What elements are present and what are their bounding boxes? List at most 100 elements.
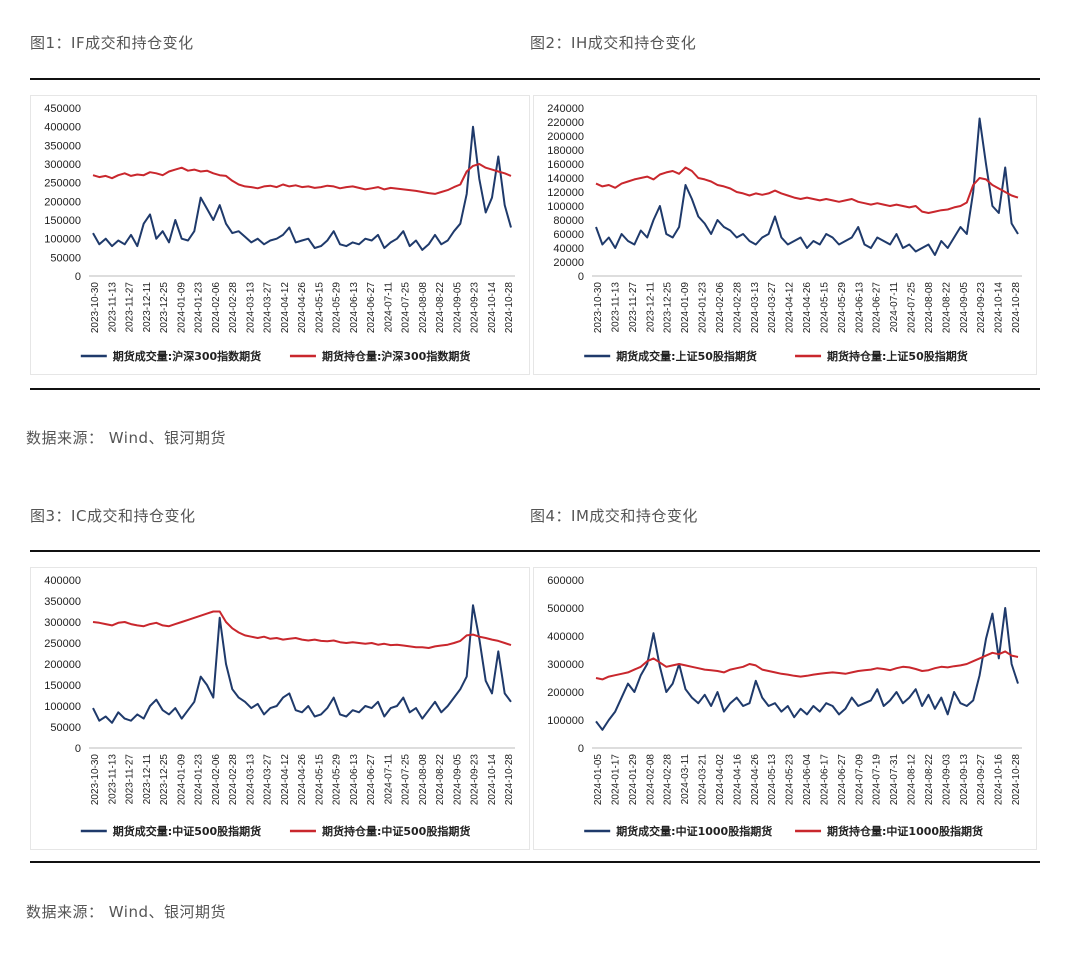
- legend-volume-label: 期货成交量:中证500股指期货: [113, 824, 261, 838]
- legend-oi-label: 期货持仓量:沪深300指数期货: [322, 349, 470, 363]
- y-tick-label: 250000: [44, 638, 81, 650]
- legend-oi-label: 期货持仓量:上证50股指期货: [827, 349, 968, 363]
- x-tick-label: 2024-04-02: [715, 754, 726, 806]
- x-tick-label: 2024-02-06: [211, 754, 222, 806]
- x-tick-label: 2024-07-11: [383, 754, 394, 805]
- y-tick-label: 300000: [547, 659, 584, 671]
- y-tick-label: 200000: [44, 196, 81, 208]
- y-tick-label: 350000: [44, 140, 81, 152]
- x-tick-label: 2024-10-16: [994, 754, 1005, 806]
- x-tick-label: 2024-05-29: [332, 754, 343, 806]
- x-tick-label: 2024-09-23: [470, 754, 481, 806]
- chart-ih-svg: 0 20000 40000 60000 80000 100000 120000 140000 1…: [547, 103, 1022, 363]
- x-tick-label: 2024-05-13: [767, 754, 778, 806]
- y-tick-label: 600000: [547, 575, 584, 587]
- x-tick-label: 2024-03-11: [680, 754, 691, 805]
- x-tick-label: 2024-07-25: [401, 282, 412, 334]
- x-tick-label: 2024-04-26: [750, 754, 761, 806]
- x-tick-label: 2024-06-27: [837, 754, 848, 806]
- x-tick-label: 2023-12-25: [159, 282, 170, 334]
- x-tick-label: 2024-02-28: [663, 754, 674, 806]
- chart-ic-svg: 0 50000 100000 150000 200000 250000 300000 3500…: [44, 575, 515, 838]
- x-tick-label: 2024-10-28: [1011, 282, 1022, 334]
- x-tick-label: 2024-02-06: [715, 282, 726, 334]
- legend-volume-label: 期货成交量:沪深300指数期货: [113, 349, 261, 363]
- x-tick-label: 2024-06-27: [872, 282, 883, 334]
- figure-3-title: 图3：IC成交和持仓变化: [30, 507, 196, 525]
- x-tick-label: 2023-11-27: [125, 754, 136, 805]
- x-tick-label: 2024-08-22: [941, 282, 952, 334]
- y-tick-label: 40000: [553, 243, 584, 255]
- y-tick-label: 0: [75, 271, 81, 283]
- x-tick-label: 2024-04-12: [280, 754, 291, 806]
- y-tick-label: 200000: [547, 687, 584, 699]
- x-tick-label: 2023-10-30: [90, 282, 101, 334]
- x-tick-label: 2024-07-25: [401, 754, 412, 806]
- y-tick-label: 350000: [44, 596, 81, 608]
- x-tick-label: 2024-04-26: [297, 282, 308, 334]
- y-tick-label: 100000: [547, 715, 584, 727]
- x-tick-label: 2024-10-28: [504, 282, 515, 334]
- x-tick-label: 2024-10-28: [1011, 754, 1022, 806]
- x-tick-label: 2024-05-15: [314, 282, 325, 334]
- x-tick-label: 2023-11-27: [628, 282, 639, 333]
- top-rule-2: [30, 550, 1040, 552]
- x-tick-label: 2024-06-27: [366, 282, 377, 334]
- x-tick-label: 2024-02-28: [228, 282, 239, 334]
- x-tick-label: 2024-06-13: [349, 282, 360, 334]
- y-tick-label: 180000: [547, 145, 584, 157]
- x-tick-label: 2024-04-12: [785, 282, 796, 334]
- x-tick-label: 2024-01-29: [628, 754, 639, 806]
- x-tick-label: 2024-07-09: [854, 754, 865, 806]
- chart-im: 0 100000 200000 300000 400000 500000 600000 202…: [533, 567, 1037, 850]
- x-tick-label: 2024-02-06: [211, 282, 222, 334]
- x-tick-label: 2024-02-28: [732, 282, 743, 334]
- x-tick-label: 2024-08-08: [418, 282, 429, 334]
- y-tick-label: 300000: [44, 159, 81, 171]
- x-tick-label: 2024-08-22: [435, 282, 446, 334]
- x-tick-label: 2024-03-13: [750, 282, 761, 334]
- y-tick-label: 300000: [44, 617, 81, 629]
- y-tick-label: 100000: [547, 201, 584, 213]
- x-tick-label: 2024-08-22: [924, 754, 935, 806]
- y-tick-label: 400000: [44, 575, 81, 587]
- x-tick-label: 2024-01-09: [176, 754, 187, 806]
- figure-4-title: 图4：IM成交和持仓变化: [530, 507, 698, 525]
- open-interest-series-line: [92, 163, 512, 195]
- top-rule-1: [30, 78, 1040, 80]
- x-tick-label: 2024-08-12: [907, 754, 918, 806]
- chart-if: 0 50000 100000 150000 200000 250000 300000 3500…: [30, 95, 530, 375]
- y-tick-label: 50000: [50, 252, 81, 264]
- x-tick-label: 2023-11-13: [107, 754, 118, 805]
- x-tick-label: 2024-03-13: [245, 282, 256, 334]
- y-tick-label: 200000: [547, 131, 584, 143]
- x-tick-label: 2024-03-13: [245, 754, 256, 806]
- x-tick-label: 2023-12-25: [159, 754, 170, 806]
- chart-im-svg: 0 100000 200000 300000 400000 500000 600000 202…: [547, 575, 1022, 838]
- volume-series-line: [92, 125, 512, 251]
- x-tick-label: 2024-10-14: [487, 282, 498, 334]
- legend-oi-label: 期货持仓量:中证1000股指期货: [827, 824, 983, 838]
- x-tick-label: 2024-08-08: [418, 754, 429, 806]
- chart-ic: 0 50000 100000 150000 200000 250000 300000 3500…: [30, 567, 530, 850]
- x-tick-label: 2023-11-13: [610, 282, 621, 333]
- data-source-bottom: 数据来源： Wind、银河期货: [26, 903, 226, 921]
- x-tick-label: 2024-04-16: [732, 754, 743, 806]
- x-tick-label: 2024-01-23: [194, 282, 205, 334]
- open-interest-series-line: [595, 650, 1019, 681]
- x-tick-label: 2024-09-05: [959, 282, 970, 334]
- x-tick-label: 2024-09-05: [452, 754, 463, 806]
- data-source-top: 数据来源： Wind、银河期货: [26, 429, 226, 447]
- x-tick-label: 2024-02-28: [228, 754, 239, 806]
- x-tick-label: 2024-03-21: [698, 754, 709, 806]
- y-tick-label: 100000: [44, 234, 81, 246]
- y-tick-label: 250000: [44, 178, 81, 190]
- x-tick-label: 2024-05-23: [785, 754, 796, 806]
- y-tick-label: 240000: [547, 103, 584, 115]
- x-tick-label: 2024-01-17: [610, 754, 621, 806]
- x-tick-label: 2023-11-13: [107, 282, 118, 333]
- y-tick-label: 400000: [44, 122, 81, 134]
- x-tick-label: 2024-09-23: [470, 282, 481, 334]
- x-tick-label: 2023-11-27: [125, 282, 136, 333]
- x-tick-label: 2024-09-05: [452, 282, 463, 334]
